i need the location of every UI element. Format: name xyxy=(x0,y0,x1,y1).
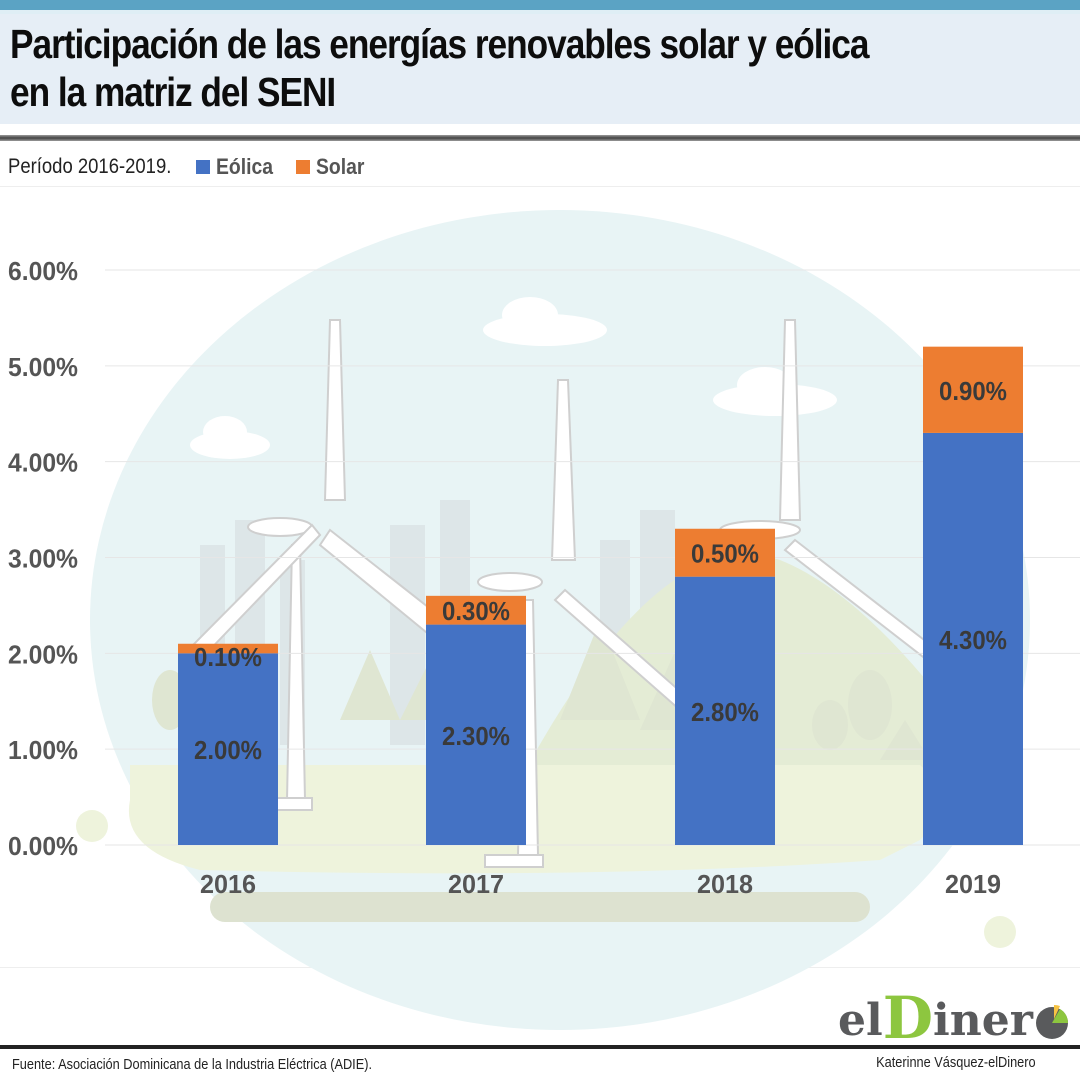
y-tick-label: 5.00% xyxy=(8,352,78,382)
y-tick-label: 1.00% xyxy=(8,735,78,765)
data-label-solar: 0.90% xyxy=(939,376,1007,406)
background-illustration xyxy=(76,210,1030,1030)
ground-shadow xyxy=(210,892,870,922)
x-tick-label: 2017 xyxy=(448,869,504,899)
x-tick-label: 2016 xyxy=(200,869,256,899)
y-tick-label: 0.00% xyxy=(8,831,78,861)
bar-eolica-2018 xyxy=(675,576,775,845)
clouds xyxy=(190,297,837,459)
logo-text-el: el xyxy=(838,995,883,1046)
legend-label-eolica: Eólica xyxy=(215,154,273,179)
x-tick-label: 2018 xyxy=(697,869,753,899)
header-divider xyxy=(0,135,1080,141)
bar-solar-2016 xyxy=(178,643,278,654)
top-accent-bar-light xyxy=(0,10,1080,14)
footer-divider xyxy=(0,1045,1080,1049)
legend-item-solar: Solar xyxy=(296,154,371,180)
x-tick-label: 2019 xyxy=(945,869,1001,899)
gridlines xyxy=(105,269,1080,846)
logo-text-iner: iner xyxy=(933,995,1033,1046)
bar-solar-2017 xyxy=(426,595,526,625)
data-label-solar: 0.10% xyxy=(194,642,262,672)
header-band xyxy=(0,14,1080,124)
chart-title: Participación de las energías renovables… xyxy=(10,20,930,116)
data-label-solar: 0.50% xyxy=(691,539,759,569)
bush-left xyxy=(76,810,108,842)
legend-item-eolica: Eólica xyxy=(195,154,281,180)
eldinero-logo: el D iner xyxy=(838,984,1074,1052)
data-label-eolica: 2.80% xyxy=(691,697,759,727)
author-credit: Katerinne Vásquez-elDinero xyxy=(876,1054,1036,1071)
period-subtitle: Período 2016-2019. xyxy=(8,155,172,178)
y-axis-tick-labels: 0.00% 1.00% 2.00% 3.00% 4.00% 5.00% 6.00% xyxy=(8,256,78,861)
legend-swatch-solar xyxy=(296,160,311,174)
bars: 2.00% 0.10% 2.30% 0.30% 2.80% 0.50% 4.30% 0.90% xyxy=(178,346,1023,845)
bush-right xyxy=(984,916,1016,948)
x-axis-tick-labels: 2016 2017 2018 2019 xyxy=(200,869,1001,899)
y-tick-label: 6.00% xyxy=(8,256,78,286)
y-tick-label: 2.00% xyxy=(8,639,78,669)
source-note: Fuente: Asociación Dominicana de la Indu… xyxy=(12,1056,373,1073)
bar-solar-2019 xyxy=(923,346,1023,433)
title-line-1: Participación de las energías renovables… xyxy=(10,21,870,67)
bar-eolica-2016 xyxy=(178,653,278,845)
logo-text-d: D xyxy=(882,984,934,1052)
data-label-eolica: 4.30% xyxy=(939,625,1007,655)
top-accent-bar xyxy=(0,0,1080,10)
data-label-eolica: 2.00% xyxy=(194,735,262,765)
pie-chart-logo-icon xyxy=(1035,1004,1068,1039)
legend-label-solar: Solar xyxy=(316,154,365,179)
data-label-solar: 0.30% xyxy=(442,596,510,626)
y-tick-label: 4.00% xyxy=(8,448,78,478)
bar-eolica-2017 xyxy=(426,624,526,845)
legend-swatch-eolica xyxy=(195,160,210,174)
data-label-eolica: 2.30% xyxy=(442,721,510,751)
bar-solar-2018 xyxy=(675,528,775,577)
wind-turbines xyxy=(188,319,952,868)
subtitle-row: Período 2016-2019. Eólica Solar xyxy=(8,152,372,182)
y-tick-label: 3.00% xyxy=(8,544,78,574)
bar-eolica-2019 xyxy=(923,432,1023,845)
title-line-2: en la matriz del SENI xyxy=(10,69,336,115)
